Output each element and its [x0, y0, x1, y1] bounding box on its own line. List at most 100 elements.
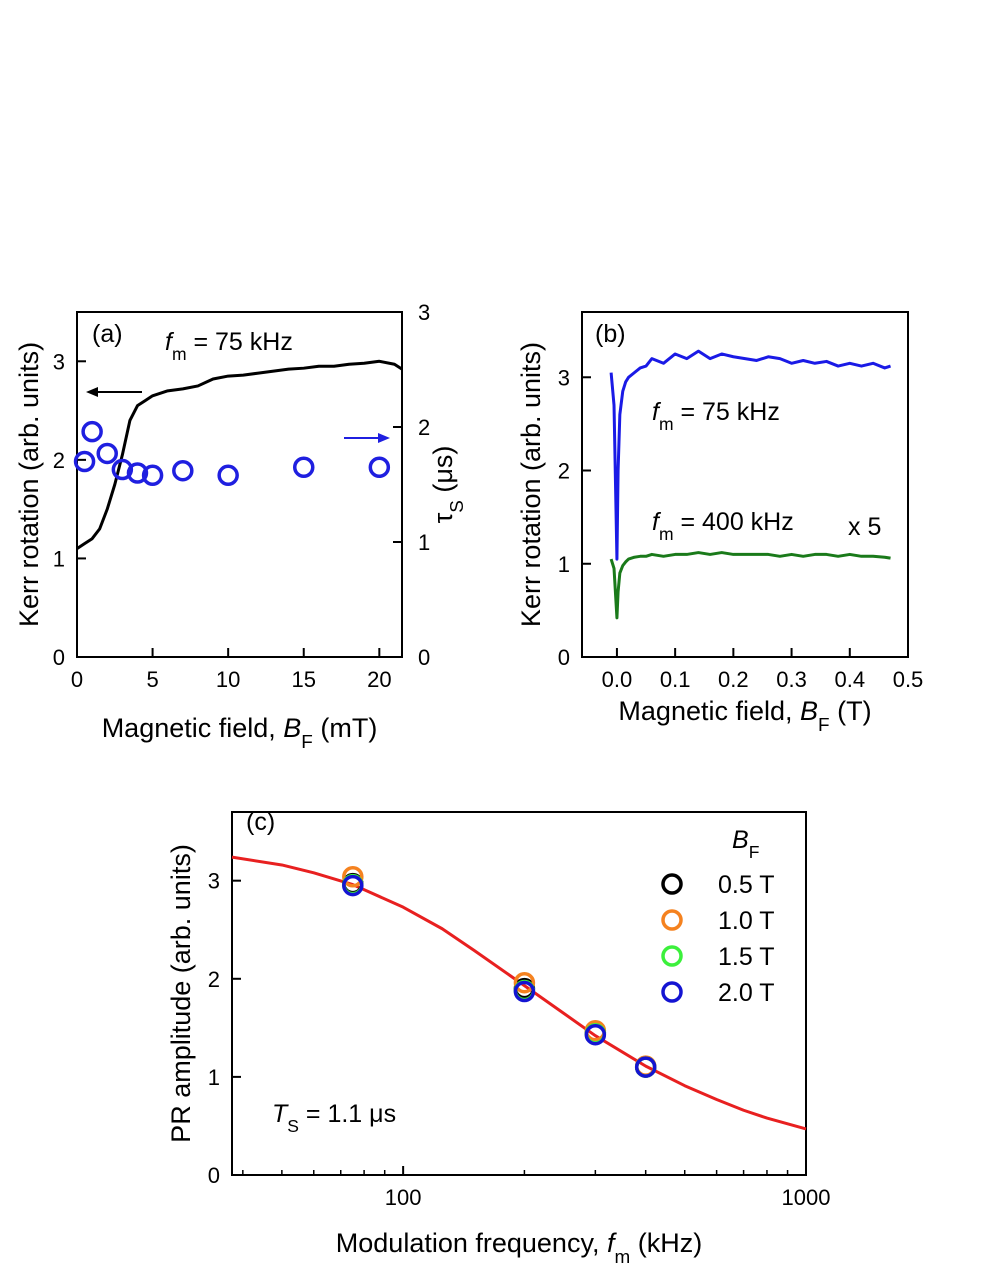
annotation-part: T: [272, 1100, 289, 1128]
data-line: [609, 349, 891, 561]
data-point: [513, 980, 536, 1003]
data-point: [292, 456, 315, 478]
legend-title: BF: [732, 826, 759, 862]
annotation-part: m: [659, 524, 674, 544]
x-axis-label-part: F: [301, 732, 313, 753]
annotation-part: = 1.1 μs: [299, 1100, 396, 1128]
legend-marker: [661, 981, 683, 1003]
x-axis-label-part: f: [607, 1228, 617, 1258]
arrow-left: [86, 387, 142, 397]
annotation: (c): [246, 808, 275, 836]
data-line: [609, 551, 891, 620]
legend-label: 0.5 T: [718, 871, 775, 899]
y-tick-label: 1: [558, 552, 570, 577]
data-point: [584, 1023, 607, 1046]
x-tick-label: 0.3: [776, 667, 807, 692]
data-point: [111, 458, 134, 481]
annotation-part: f: [652, 508, 662, 536]
plot-frame: [231, 811, 807, 1176]
legend-title-part: F: [749, 842, 760, 862]
y-axis-label: Kerr rotation (arb. units): [516, 342, 546, 627]
legend-marker: [661, 909, 683, 931]
data-line: [231, 855, 807, 1131]
x-tick-label: 0.5: [893, 667, 924, 692]
x-tick-label: 0.0: [602, 667, 633, 692]
annotation: (a): [92, 320, 123, 348]
annotation: fm = 75 kHz: [165, 328, 293, 364]
data-point: [634, 1056, 657, 1078]
data-point: [141, 464, 164, 487]
y-axis-label: PR amplitude (arb. units): [166, 844, 196, 1143]
y-tick-label: 0: [208, 1163, 220, 1188]
data-point: [342, 874, 364, 897]
x-axis-label-part: F: [818, 715, 830, 736]
y-axis-label: Kerr rotation (arb. units): [14, 342, 44, 627]
y-tick-label: 3: [53, 349, 65, 374]
x-tick-label: 5: [146, 667, 158, 692]
legend-marker: [661, 945, 683, 967]
x-tick-label: 0.2: [718, 667, 749, 692]
data-point: [172, 459, 194, 482]
x-tick-label: 100: [385, 1185, 422, 1210]
annotation-part: (c): [246, 808, 275, 836]
y-tick-label: 1: [208, 1065, 220, 1090]
annotation-part: f: [165, 328, 175, 356]
annotation-part: m: [172, 344, 187, 364]
annotation-part: (b): [595, 320, 626, 348]
plot-frame: [581, 311, 909, 658]
y-axis-label-part: PR amplitude (arb. units): [166, 844, 196, 1143]
x-axis-label: Magnetic field, BF (mT): [102, 713, 378, 753]
x-axis-label-part: (kHz): [630, 1228, 702, 1258]
legend-label: 1.5 T: [718, 943, 775, 971]
x-axis-label: Modulation frequency, fm (kHz): [336, 1228, 702, 1268]
annotation-part: f: [652, 398, 662, 426]
x-axis-label-part: (T): [830, 696, 872, 726]
data-point: [96, 442, 118, 465]
annotation-part: S: [287, 1116, 299, 1136]
data-point: [342, 866, 364, 888]
annotation: x 5: [848, 513, 881, 541]
y-tick-label: 3: [558, 365, 570, 390]
y2-axis-label-part: τ: [428, 512, 458, 523]
annotation: fm = 400 kHz: [652, 508, 794, 544]
y-tick-label: 1: [53, 546, 65, 571]
y-tick-label: 3: [208, 869, 220, 894]
plot-frame: [76, 311, 403, 658]
data-point: [73, 450, 96, 473]
y-tick-label: 2: [208, 967, 220, 992]
annotation-part: (a): [92, 320, 123, 348]
x-axis-label-part: B: [283, 713, 301, 743]
y2-tick-label: 0: [418, 645, 430, 670]
y2-axis-label-part: S: [447, 500, 468, 513]
y-axis-label-part: Kerr rotation (arb. units): [516, 342, 546, 627]
x-tick-label: 15: [292, 667, 316, 692]
x-axis-label-part: Modulation frequency,: [336, 1228, 607, 1258]
legend-label: 2.0 T: [718, 979, 775, 1007]
x-axis-label-part: Magnetic field,: [102, 713, 284, 743]
arrow-right: [344, 433, 390, 443]
y2-tick-label: 2: [418, 415, 430, 440]
data-line: [76, 359, 403, 550]
annotation-part: = 75 kHz: [187, 328, 293, 356]
annotation-part: = 400 kHz: [674, 508, 794, 536]
data-point: [126, 462, 149, 484]
y-axis-label-part: Kerr rotation (arb. units): [14, 342, 44, 627]
data-point: [81, 420, 103, 443]
y-tick-label: 2: [53, 448, 65, 473]
x-axis-label: Magnetic field, BF (T): [618, 696, 871, 736]
annotation: (b): [595, 320, 626, 348]
annotation-part: = 75 kHz: [674, 398, 780, 426]
annotation: TS = 1.1 μs: [272, 1100, 396, 1136]
x-axis-label-part: m: [614, 1247, 630, 1268]
y-tick-label: 2: [558, 459, 570, 484]
y2-axis-label: τS (μs): [428, 446, 468, 524]
legend-label: 1.0 T: [718, 907, 775, 935]
annotation: fm = 75 kHz: [652, 398, 780, 434]
y-tick-label: 0: [53, 645, 65, 670]
y2-tick-label: 3: [418, 300, 430, 325]
x-tick-label: 20: [367, 667, 391, 692]
x-axis-label-part: Magnetic field,: [618, 696, 800, 726]
x-axis-label-part: (mT): [313, 713, 377, 743]
legend-title-part: B: [732, 826, 749, 854]
